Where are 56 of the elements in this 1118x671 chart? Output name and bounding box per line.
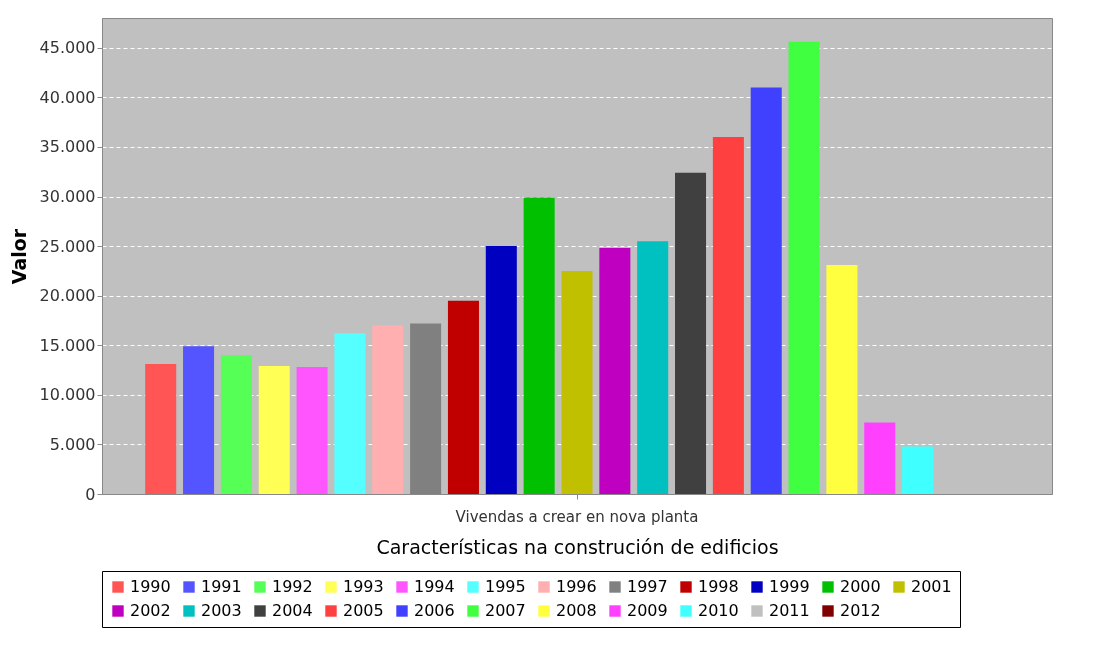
- legend-label: 1997: [627, 577, 668, 596]
- legend-label: 2009: [627, 601, 668, 620]
- legend-label: 2011: [769, 601, 810, 620]
- bar: [220, 355, 252, 494]
- legend-label: 1998: [698, 577, 739, 596]
- x-tick-label: Vivendas a crear en nova planta: [455, 507, 699, 526]
- y-axis-title: Valor: [7, 228, 30, 285]
- legend-label: 2002: [130, 601, 171, 620]
- y-tick-label: 25.000: [39, 236, 96, 256]
- y-tick-label: 0: [85, 484, 96, 504]
- legend-label: 1996: [556, 577, 597, 596]
- bar: [864, 422, 896, 494]
- legend-label: 2008: [556, 601, 597, 620]
- y-tick-label: 45.000: [39, 38, 96, 58]
- y-tick-label: 40.000: [39, 87, 96, 107]
- bar: [788, 41, 820, 494]
- legend-label: 2003: [201, 601, 242, 620]
- legend-label: 1991: [201, 577, 242, 596]
- bar: [523, 197, 555, 494]
- legend-label: 2007: [485, 601, 526, 620]
- bar: [599, 248, 631, 494]
- bar: [145, 364, 177, 494]
- legend-label: 1993: [343, 577, 384, 596]
- y-tick-label: 15.000: [39, 335, 96, 355]
- bar: [485, 246, 517, 494]
- y-tick-label: 5.000: [49, 434, 96, 454]
- legend-label: 2005: [343, 601, 384, 620]
- y-tick-label: 30.000: [39, 187, 96, 206]
- x-axis-title: Características na construción de edificios: [376, 535, 779, 558]
- legend-label: 1999: [769, 577, 810, 596]
- legend-label: 1992: [272, 577, 313, 596]
- y-tick-label: 10.000: [39, 385, 96, 405]
- y-tick-label: 35.000: [39, 137, 96, 157]
- bar: [637, 241, 669, 494]
- bar: [334, 333, 366, 494]
- bar: [902, 446, 934, 494]
- bar: [258, 366, 290, 494]
- legend-label: 1990: [130, 577, 171, 596]
- legend-label: 1994: [414, 577, 455, 596]
- bar: [750, 87, 782, 494]
- bar: [372, 325, 404, 494]
- bar: [826, 264, 858, 494]
- legend-label: 2001: [911, 577, 952, 596]
- legend-label: 2010: [698, 601, 739, 620]
- bar: [296, 367, 328, 494]
- y-tick-label: 20.000: [39, 286, 96, 306]
- bar: [183, 346, 215, 494]
- bar: [712, 137, 744, 494]
- legend-label: 2000: [840, 577, 881, 596]
- bar: [675, 172, 707, 494]
- legend-label: 2012: [840, 601, 881, 620]
- legend-label: 1995: [485, 577, 526, 596]
- bar: [447, 300, 479, 494]
- legend-label: 2006: [414, 601, 455, 620]
- bar: [561, 270, 593, 494]
- legend-label: 2004: [272, 601, 313, 620]
